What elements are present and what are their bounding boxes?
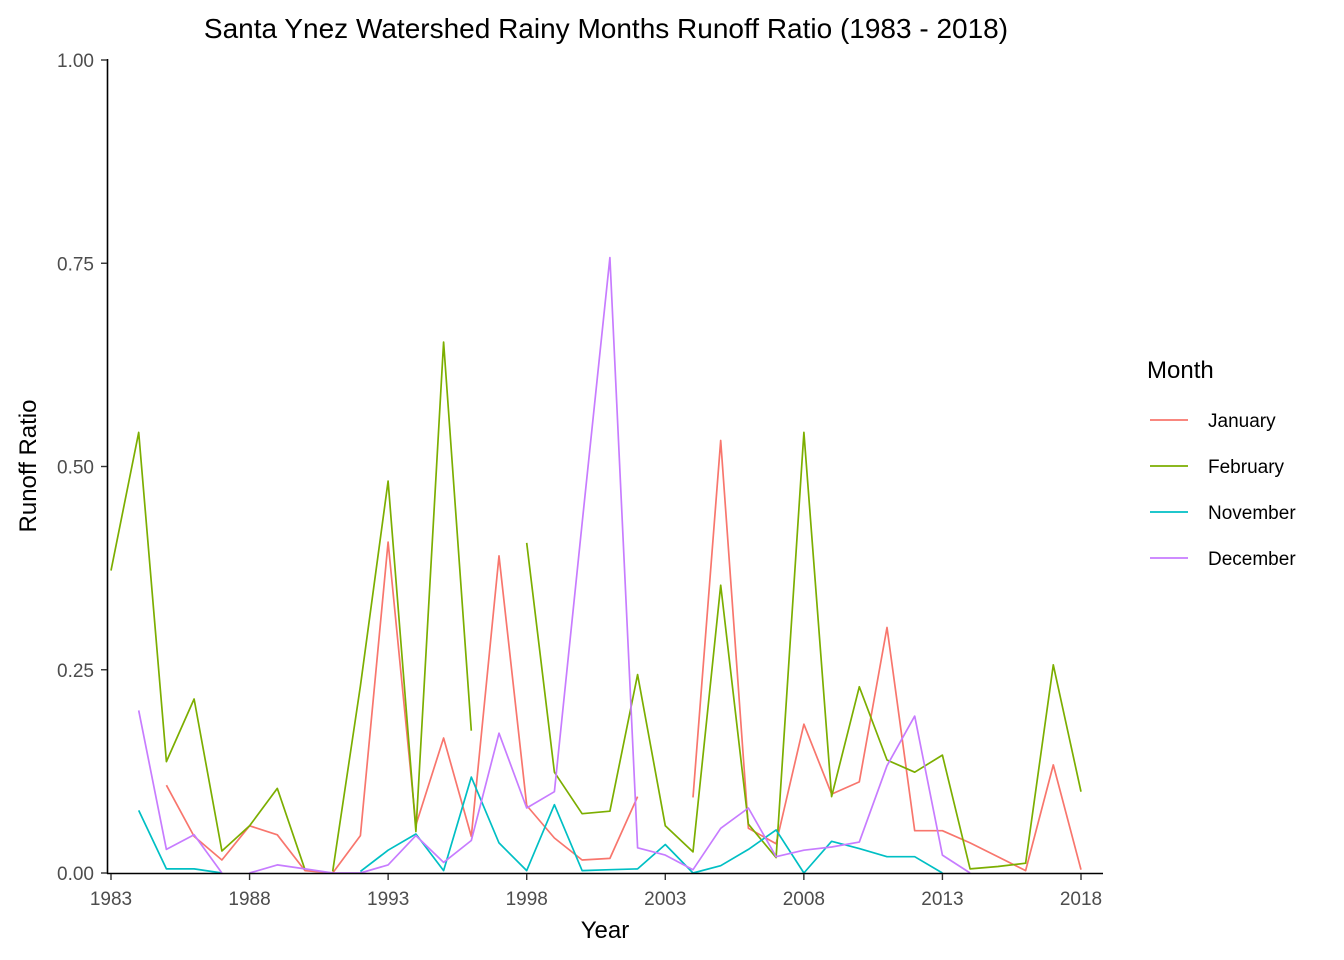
legend-label-december: December <box>1208 549 1296 570</box>
x-tick-label: 1988 <box>228 889 270 910</box>
y-tick-label: 0.75 <box>57 254 94 275</box>
chart-title: Santa Ynez Watershed Rainy Months Runoff… <box>204 13 1008 44</box>
x-tick-label: 1983 <box>90 889 132 910</box>
x-tick-label: 2008 <box>783 889 825 910</box>
series-line-january <box>165 439 1082 874</box>
y-axis-ticks: 0.00 0.25 0.50 0.75 1.00 <box>57 51 107 885</box>
plot-series-group <box>110 256 1082 874</box>
x-tick-label: 2003 <box>644 889 686 910</box>
y-tick-label: 0.50 <box>57 458 94 479</box>
y-axis-title: Runoff Ratio <box>15 400 42 533</box>
x-tick-label: 1998 <box>506 889 548 910</box>
y-tick-label: 0.00 <box>57 864 94 885</box>
x-tick-label: 1993 <box>367 889 409 910</box>
y-tick-label: 1.00 <box>57 51 94 72</box>
legend-title: Month <box>1147 357 1214 384</box>
legend-label-february: February <box>1208 457 1285 478</box>
series-line-february <box>110 341 1082 872</box>
series-line-november <box>137 776 943 874</box>
legend-label-november: November <box>1208 503 1296 524</box>
x-axis-ticks: 1983 1988 1993 1998 2003 2008 2013 2018 <box>90 874 1102 910</box>
legend-label-january: January <box>1208 411 1276 432</box>
x-axis-title: Year <box>581 917 630 944</box>
y-tick-label: 0.25 <box>57 661 94 682</box>
legend: Month January February November December <box>1147 357 1296 570</box>
x-tick-label: 2018 <box>1060 889 1102 910</box>
series-line-december <box>137 256 971 874</box>
x-tick-label: 2013 <box>921 889 963 910</box>
